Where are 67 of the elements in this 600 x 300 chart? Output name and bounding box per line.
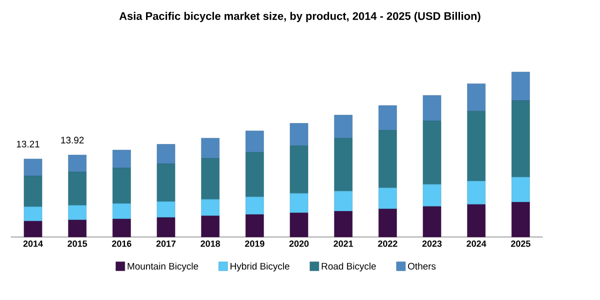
x-tick-label: 2020 — [289, 240, 309, 247]
bar — [290, 212, 308, 238]
bar — [512, 72, 530, 101]
x-tick-label: 2015 — [68, 240, 88, 247]
bar — [24, 158, 42, 176]
bar — [467, 84, 486, 112]
bar — [156, 201, 176, 218]
chart-title: Asia Pacific bicycle market size, by product, 2014 - 2025 (USD Billion) — [119, 12, 480, 22]
bar — [378, 188, 397, 210]
bar — [156, 217, 176, 238]
bar — [422, 120, 442, 185]
bar — [156, 144, 176, 164]
bar — [68, 220, 86, 238]
bar — [201, 216, 220, 238]
bar — [512, 176, 530, 202]
bar — [112, 218, 131, 238]
annotation: 13.92 — [61, 136, 84, 144]
legend-label: Others — [408, 262, 436, 270]
bar — [334, 138, 352, 192]
bar — [467, 110, 486, 182]
bar — [290, 123, 308, 146]
bar — [68, 172, 86, 206]
bar — [334, 114, 352, 138]
bar — [201, 199, 220, 216]
bar — [246, 130, 264, 153]
bar — [467, 204, 486, 238]
bar — [422, 206, 442, 238]
bar — [68, 154, 86, 172]
annotation: 13.21 — [16, 140, 40, 148]
x-tick-label: 2021 — [334, 240, 354, 247]
bar — [512, 100, 530, 178]
bar — [334, 211, 352, 238]
bar — [201, 158, 220, 200]
x-tick-label: 2022 — [378, 240, 398, 247]
bar — [512, 202, 530, 238]
x-tick-label: 2016 — [112, 240, 132, 247]
x-tick-label: 2014 — [23, 240, 43, 247]
bar — [422, 95, 442, 121]
bar — [112, 150, 131, 168]
legend-label: Road Bicycle — [322, 262, 376, 272]
bar — [334, 190, 352, 212]
x-tick-label: 2018 — [200, 240, 220, 247]
bar — [246, 214, 264, 238]
x-tick-label: 2025 — [511, 240, 530, 247]
legend-label: Hybrid Bicycle — [230, 262, 290, 272]
bar — [290, 193, 308, 214]
bar — [422, 184, 442, 207]
bar — [24, 221, 42, 238]
x-tick-label: 2017 — [156, 240, 176, 247]
x-tick-label: 2024 — [466, 240, 486, 247]
bar — [201, 138, 220, 158]
bar — [24, 176, 42, 207]
bar — [467, 180, 486, 205]
bar — [290, 146, 308, 194]
bar — [246, 196, 264, 215]
bar — [68, 205, 86, 220]
bar — [112, 168, 131, 204]
bar — [378, 130, 397, 188]
bar — [378, 105, 397, 130]
bar — [24, 206, 42, 222]
x-tick-label: 2023 — [422, 240, 442, 247]
legend-label: Mountain Bicycle — [128, 262, 198, 272]
bar — [246, 152, 264, 198]
bar — [156, 164, 176, 202]
bar — [112, 203, 131, 220]
x-tick-label: 2019 — [245, 240, 264, 247]
bar — [378, 208, 397, 238]
